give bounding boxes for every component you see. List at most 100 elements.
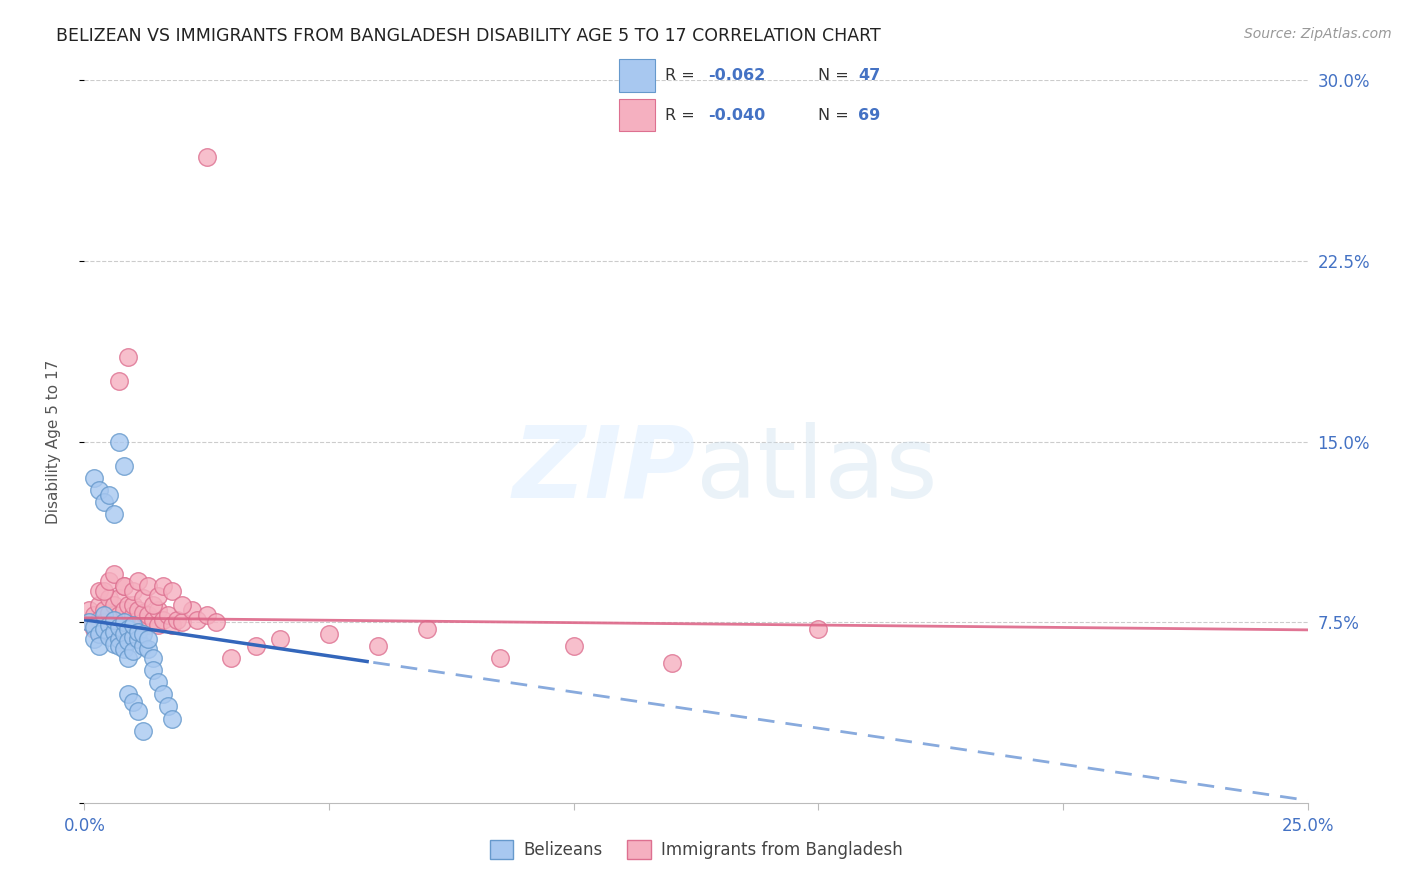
Text: R =: R = [665, 68, 700, 83]
Point [807, 623, 830, 637]
Point [127, 574, 149, 589]
Point [195, 607, 218, 622]
Point [146, 589, 169, 603]
Text: BELIZEAN VS IMMIGRANTS FROM BANGLADESH DISABILITY AGE 5 TO 17 CORRELATION CHART: BELIZEAN VS IMMIGRANTS FROM BANGLADESH D… [56, 27, 882, 45]
Point [112, 579, 135, 593]
Point [132, 723, 155, 738]
Point [132, 615, 155, 630]
Text: R =: R = [665, 108, 700, 123]
Point [122, 583, 145, 598]
Text: Source: ZipAtlas.com: Source: ZipAtlas.com [1244, 27, 1392, 41]
Point [661, 656, 683, 670]
Point [117, 613, 139, 627]
Text: N =: N = [818, 108, 853, 123]
Point [117, 651, 139, 665]
Point [87, 627, 110, 641]
Point [83, 470, 105, 484]
Point [122, 695, 145, 709]
Point [117, 350, 139, 364]
Point [87, 583, 110, 598]
Point [146, 617, 169, 632]
Point [122, 630, 145, 644]
Point [103, 613, 125, 627]
Point [142, 664, 165, 678]
Point [219, 651, 242, 665]
Point [117, 687, 139, 701]
Point [97, 606, 120, 620]
Point [181, 603, 204, 617]
Point [97, 574, 120, 589]
Point [142, 651, 165, 665]
Point [122, 615, 145, 630]
Point [195, 150, 218, 164]
Point [107, 639, 129, 653]
Point [122, 599, 145, 613]
Point [117, 623, 139, 637]
Point [152, 579, 174, 593]
Text: -0.040: -0.040 [709, 108, 766, 123]
Point [152, 613, 174, 627]
Point [132, 591, 155, 605]
Point [103, 599, 125, 613]
Point [162, 617, 184, 632]
Point [318, 627, 340, 641]
Point [156, 607, 179, 622]
Point [112, 603, 135, 617]
Point [97, 630, 120, 644]
Point [83, 623, 105, 637]
Point [136, 607, 159, 622]
Y-axis label: Disability Age 5 to 17: Disability Age 5 to 17 [46, 359, 60, 524]
Point [87, 613, 110, 627]
Point [162, 712, 184, 726]
Point [107, 434, 129, 449]
Point [132, 639, 155, 653]
Point [166, 613, 188, 627]
Point [172, 599, 194, 613]
Point [83, 620, 105, 634]
Point [97, 487, 120, 501]
Point [112, 641, 135, 656]
Point [77, 615, 100, 630]
Point [152, 687, 174, 701]
Point [103, 613, 125, 627]
Point [127, 704, 149, 718]
Point [112, 579, 135, 593]
Point [269, 632, 291, 646]
Point [117, 634, 139, 648]
Point [93, 494, 115, 508]
Point [93, 623, 115, 637]
Text: 69: 69 [858, 108, 880, 123]
Point [97, 617, 120, 632]
Point [142, 599, 165, 613]
Point [107, 632, 129, 646]
Point [146, 675, 169, 690]
Point [162, 583, 184, 598]
Point [132, 606, 155, 620]
Point [77, 615, 100, 630]
Point [103, 567, 125, 582]
Point [142, 613, 165, 627]
Point [103, 637, 125, 651]
Point [87, 483, 110, 497]
Point [112, 627, 135, 641]
Bar [619, 60, 655, 92]
Point [172, 615, 194, 630]
Point [156, 699, 179, 714]
Text: ZIP: ZIP [513, 422, 696, 519]
Point [122, 607, 145, 622]
Point [127, 632, 149, 646]
Point [146, 603, 169, 617]
Point [77, 603, 100, 617]
Point [186, 613, 208, 627]
Point [103, 624, 125, 639]
Bar [619, 99, 655, 131]
Point [97, 591, 120, 605]
Point [136, 641, 159, 656]
Point [136, 632, 159, 646]
Point [97, 617, 120, 632]
Point [87, 599, 110, 613]
Point [112, 458, 135, 473]
Text: 47: 47 [858, 68, 880, 83]
Point [107, 607, 129, 622]
Point [107, 591, 129, 605]
